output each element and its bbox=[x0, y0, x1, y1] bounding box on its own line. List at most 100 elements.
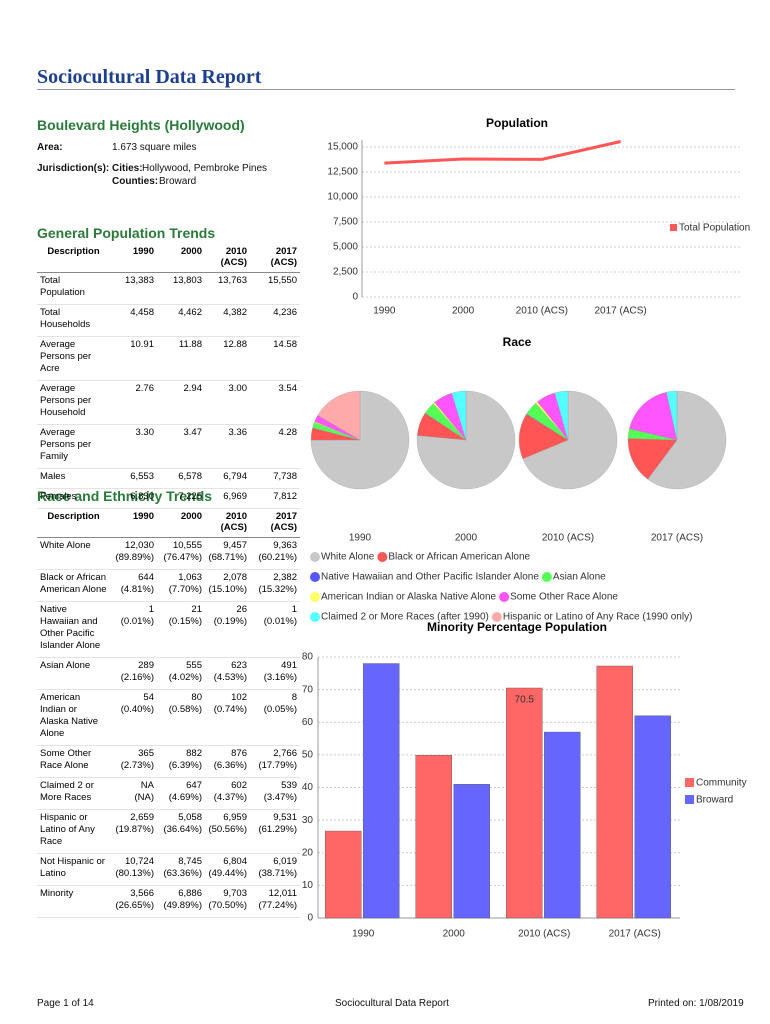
table-row: Average Persons per Acre 10.91 11.88 12.88 1… bbox=[37, 336, 300, 381]
row-label: White Alone bbox=[37, 537, 110, 570]
legend-label: Claimed 2 or More Races (after 1990) bbox=[321, 612, 489, 623]
cell-percent: (77.24%) bbox=[258, 900, 297, 911]
cell: 2.94 bbox=[157, 380, 205, 425]
bar bbox=[325, 830, 362, 919]
cell: 10.91 bbox=[110, 336, 157, 381]
cell: 11.88 bbox=[157, 336, 205, 381]
table-row: Hispanic or Latino of Any Race 2,659 (19.8… bbox=[37, 809, 300, 854]
table-row: Black or African American Alone 644 (4.81%… bbox=[37, 569, 300, 602]
legend-item: Black or African American Alone bbox=[377, 552, 531, 563]
cell-percent: (50.56%) bbox=[208, 824, 247, 835]
bar bbox=[596, 665, 633, 919]
table-row: Average Persons per Family 3.30 3.47 3.36 4.… bbox=[37, 424, 300, 469]
footer-printed: Printed on: 1/08/2019 bbox=[648, 998, 744, 1009]
legend-swatch bbox=[670, 224, 677, 231]
x-tick-label: 2000 bbox=[443, 929, 466, 940]
cell-count: 5,058 bbox=[178, 812, 202, 823]
cell-count: 21 bbox=[191, 604, 202, 615]
x-tick-label: 2017 (ACS) bbox=[609, 929, 661, 940]
legend-item: Hispanic or Latino of Any Race (1990 onl… bbox=[491, 612, 693, 623]
cell-percent: (3.47%) bbox=[263, 792, 297, 803]
y-tick-label: 30 bbox=[302, 815, 314, 826]
cell-count: 6,886 bbox=[178, 888, 202, 899]
column-header: 2017 (ACS) bbox=[250, 243, 300, 273]
table-row: Asian Alone 289 (2.16%) 555 (4.02%) 623 (4.53%… bbox=[37, 657, 300, 690]
y-tick-label: 2,500 bbox=[333, 267, 358, 278]
cell: 54 (0.40%) bbox=[110, 689, 157, 746]
cell: 1 (0.01%) bbox=[110, 601, 157, 658]
bar bbox=[453, 784, 490, 919]
cell-percent: (38.71%) bbox=[258, 868, 297, 879]
jurisdiction-label: Jurisdiction(s): bbox=[37, 163, 110, 174]
cell: NA (NA) bbox=[110, 777, 157, 810]
pie-label: 1990 bbox=[349, 533, 372, 544]
pie-slice bbox=[416, 390, 516, 490]
counties-label: Counties: bbox=[112, 176, 159, 187]
cell-percent: (68.71%) bbox=[208, 552, 247, 563]
column-header: 2010 (ACS) bbox=[205, 243, 250, 273]
legend-swatch bbox=[685, 795, 694, 804]
column-header: Description bbox=[37, 508, 110, 538]
cell-percent: (0.40%) bbox=[120, 704, 154, 715]
y-tick-label: 70 bbox=[302, 684, 314, 695]
cell-count: 491 bbox=[281, 660, 297, 671]
legend-label: Broward bbox=[696, 795, 733, 806]
cell: 1 (0.01%) bbox=[250, 601, 300, 658]
cell-percent: (19.87%) bbox=[115, 824, 154, 835]
legend-label: White Alone bbox=[321, 552, 375, 563]
pie-label: 2017 (ACS) bbox=[651, 533, 703, 544]
cell-count: 555 bbox=[186, 660, 202, 671]
pie-slice bbox=[627, 438, 678, 480]
cell: 9,703 (70.50%) bbox=[205, 885, 250, 918]
cell: 26 (0.19%) bbox=[205, 601, 250, 658]
cell-percent: (2.16%) bbox=[120, 672, 154, 683]
cell: 13,763 bbox=[205, 272, 250, 305]
cell: 9,363 (60.21%) bbox=[250, 537, 300, 570]
cell-percent: (4.69%) bbox=[168, 792, 202, 803]
legend-swatch bbox=[685, 778, 694, 787]
cell-percent: (15.32%) bbox=[258, 584, 297, 595]
area-name: Boulevard Heights (Hollywood) bbox=[37, 117, 245, 133]
cell-percent: (70.50%) bbox=[208, 900, 247, 911]
legend-item: Native Hawaiian and Other Pacific Island… bbox=[310, 572, 539, 583]
y-tick-label: 12,500 bbox=[327, 167, 358, 178]
cell-percent: (0.19%) bbox=[213, 616, 247, 627]
cell-count: 1 bbox=[148, 604, 154, 615]
legend-swatch bbox=[310, 612, 320, 622]
title-rule bbox=[37, 89, 735, 90]
legend-label: Hispanic or Latino of Any Race (1990 onl… bbox=[503, 612, 693, 623]
cell-count: 882 bbox=[186, 748, 202, 759]
population-table: Description 1990 2000 2010 (ACS) 2017 (ACS) T… bbox=[37, 243, 300, 509]
row-label: Total Population bbox=[37, 272, 110, 305]
table-row: American Indian or Alaska Native Alone 54… bbox=[37, 689, 300, 746]
header-row: Description 1990 2000 2010 (ACS) 2017 (ACS) bbox=[37, 508, 300, 538]
pie-label: 2010 (ACS) bbox=[542, 533, 594, 544]
cell-percent: (6.36%) bbox=[213, 760, 247, 771]
cell: 10,724 (80.13%) bbox=[110, 853, 157, 886]
cell: 4,458 bbox=[110, 304, 157, 337]
legend-swatch bbox=[499, 592, 510, 602]
cell: 7,812 bbox=[250, 488, 300, 509]
row-label: Females bbox=[37, 488, 110, 509]
table-row: Minority 3,566 (26.65%) 6,886 (49.89%) 9,703(… bbox=[37, 885, 300, 918]
table-row: Average Persons per Household 2.76 2.94 3.0… bbox=[37, 380, 300, 425]
cell: 13,803 bbox=[157, 272, 205, 305]
cell-percent: (89.89%) bbox=[115, 552, 154, 563]
cell: 3.30 bbox=[110, 424, 157, 469]
cell: 5,058 (36.64%) bbox=[157, 809, 205, 854]
row-label: Not Hispanic or Latino bbox=[37, 853, 110, 886]
legend-label: Native Hawaiian and Other Pacific Island… bbox=[321, 572, 539, 583]
cell-count: NA bbox=[140, 780, 154, 791]
cell: 6,804 (49.44%) bbox=[205, 853, 250, 886]
cell-percent: (49.89%) bbox=[163, 900, 202, 911]
cell-percent: (76.47%) bbox=[163, 552, 202, 563]
bar bbox=[415, 755, 452, 919]
cell-count: 26 bbox=[236, 604, 247, 615]
legend-item: Asian Alone bbox=[541, 572, 606, 583]
cell: 623 (4.53%) bbox=[205, 657, 250, 690]
cell-count: 9,531 bbox=[273, 812, 297, 823]
cell-percent: (4.53%) bbox=[213, 672, 247, 683]
cell-percent: (60.21%) bbox=[258, 552, 297, 563]
cell-percent: (0.58%) bbox=[168, 704, 202, 715]
